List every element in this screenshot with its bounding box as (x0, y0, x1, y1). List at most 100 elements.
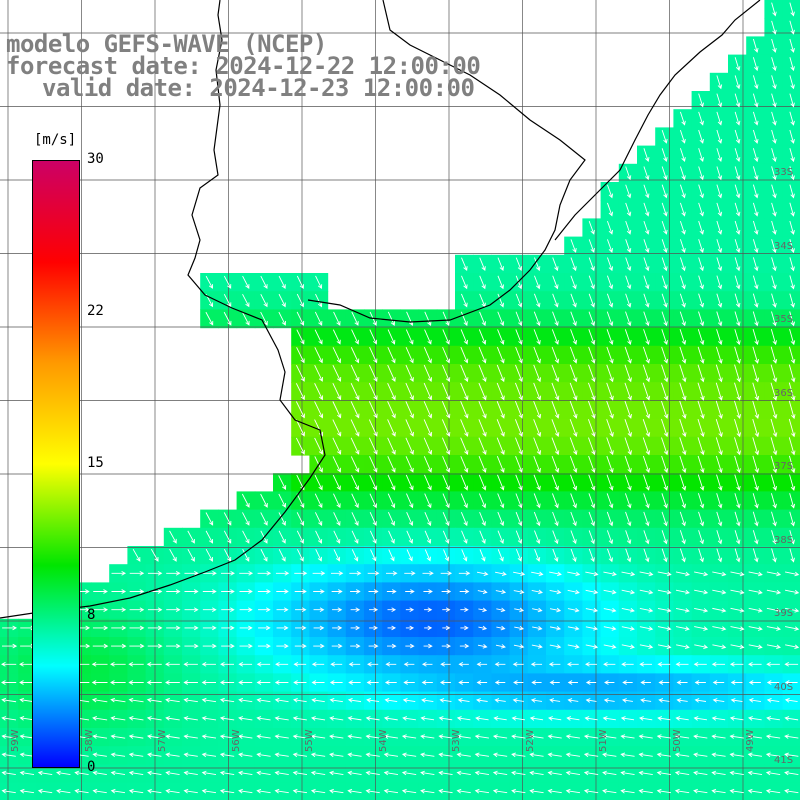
wind-arrow (405, 625, 415, 631)
wind-arrow (697, 418, 705, 438)
wind-arrow (492, 788, 508, 794)
wind-arrow (679, 148, 686, 163)
wind-arrow (639, 571, 654, 577)
wind-arrow (370, 549, 377, 562)
wind-arrow (585, 626, 599, 631)
wind-arrow (530, 698, 543, 703)
wind-cell (782, 436, 800, 456)
wind-arrow (369, 530, 377, 544)
wind-arrow (314, 512, 323, 526)
wind-arrow (515, 549, 522, 562)
wind-arrow (295, 437, 305, 455)
wind-arrow (238, 716, 253, 721)
wind-arrow (423, 456, 432, 473)
wind-cell (782, 345, 800, 365)
wind-arrow (311, 661, 325, 667)
wind-arrow (734, 129, 741, 144)
wind-arrow (552, 511, 559, 527)
wind-arrow (625, 220, 632, 235)
wind-arrow (476, 661, 488, 667)
wind-arrow (383, 752, 399, 758)
wind-arrow (747, 752, 763, 758)
wind-arrow (443, 549, 450, 562)
wind-arrow (547, 770, 562, 776)
wind-arrow (384, 698, 398, 703)
wind-arrow (476, 680, 488, 685)
wind-arrow (715, 346, 723, 364)
wind-arrow (147, 607, 163, 613)
wind-arrow (497, 275, 504, 290)
wind-arrow (111, 589, 127, 594)
forecast-date: forecast date: 2024-12-22 12:00:00 (6, 52, 481, 80)
wind-arrow (588, 346, 596, 364)
wind-arrow (788, 382, 796, 401)
wind-arrow (479, 275, 486, 290)
wind-arrow (715, 382, 723, 401)
wind-arrow (515, 257, 523, 272)
wind-arrow (242, 549, 250, 562)
wind-arrow (697, 382, 705, 401)
wind-arrow (752, 418, 760, 438)
wind-arrow (606, 329, 614, 345)
lon-label: 59W (10, 729, 21, 752)
wind-arrow (657, 589, 672, 595)
wind-arrow (789, 38, 795, 53)
wind-arrow (679, 530, 686, 545)
wind-arrow (551, 400, 560, 419)
wind-arrow (734, 493, 741, 509)
wind-arrow (347, 770, 362, 776)
wind-arrow (656, 788, 672, 794)
wind-arrow (460, 401, 469, 419)
wind-arrow (679, 293, 686, 308)
wind-arrow (367, 661, 379, 667)
wind-arrow (607, 239, 614, 253)
wind-arrow (789, 311, 796, 327)
wind-arrow (166, 589, 181, 594)
wind-arrow (789, 148, 795, 163)
wind-arrow (475, 716, 489, 721)
wind-arrow (129, 589, 145, 594)
wind-arrow (333, 311, 341, 326)
wind-arrow (458, 570, 471, 576)
wind-arrow (730, 644, 745, 650)
wind-arrow (257, 589, 271, 594)
wind-arrow (752, 257, 759, 272)
wind-arrow (329, 734, 344, 739)
wind-arrow (638, 788, 653, 794)
wind-arrow (675, 571, 690, 577)
wind-arrow (183, 697, 198, 703)
wind-cell (782, 509, 800, 529)
wind-arrow (569, 437, 578, 456)
wind-arrow (110, 770, 126, 776)
wind-arrow (766, 661, 780, 667)
wind-arrow (293, 661, 307, 667)
wind-arrow (146, 734, 162, 739)
wind-arrow (274, 680, 289, 685)
wind-arrow (329, 752, 344, 758)
wind-arrow (588, 329, 596, 345)
wind-arrow (260, 275, 268, 289)
wind-arrow (748, 626, 763, 631)
wind-arrow (533, 400, 542, 419)
wind-arrow (202, 607, 217, 613)
wind-arrow (311, 716, 326, 721)
wind-arrow (789, 166, 795, 181)
wind-arrow (315, 275, 323, 290)
wind-arrow (606, 346, 614, 364)
wind-arrow (606, 293, 614, 308)
wind-arrow (620, 734, 635, 739)
wind-arrow (606, 311, 614, 327)
wind-arrow (92, 716, 108, 721)
wind-arrow (147, 770, 162, 776)
wind-arrow (643, 275, 650, 290)
wind-cell (782, 200, 800, 219)
wind-arrow (256, 734, 271, 739)
wind-arrow (276, 607, 289, 613)
wind-arrow (441, 382, 451, 401)
wind-arrow (698, 202, 704, 217)
wind-arrow (569, 364, 578, 383)
wind-arrow (147, 643, 163, 649)
wind-arrow (752, 329, 759, 346)
wind-arrow (314, 383, 324, 401)
wind-arrow (625, 293, 632, 308)
